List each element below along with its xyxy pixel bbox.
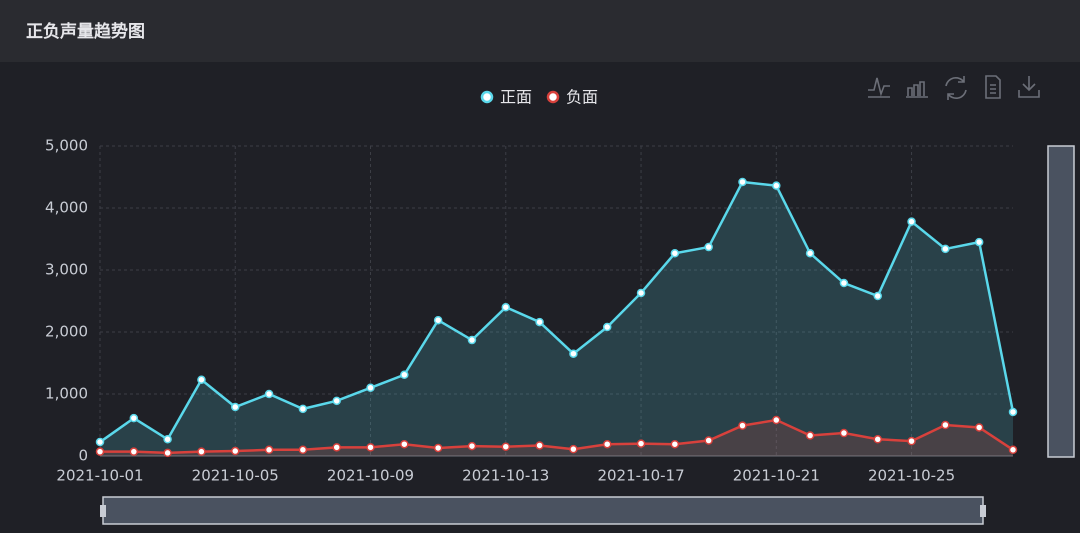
point [873, 291, 882, 301]
y-tick-label: 2,000 [45, 323, 88, 341]
bar-icon[interactable] [906, 81, 928, 98]
point [231, 446, 240, 456]
point [298, 404, 308, 414]
point [772, 181, 781, 190]
point [197, 447, 206, 456]
panel-title: 正负声量趋势图 [26, 21, 145, 42]
point [231, 402, 240, 412]
legend: 正面 负面 [480, 88, 598, 107]
download-icon[interactable] [1018, 76, 1040, 98]
legend-icon [480, 90, 494, 104]
y-tick-label: 5,000 [45, 137, 88, 155]
point [569, 349, 578, 358]
point [298, 445, 308, 455]
x-tick-label: 2021-10-21 [733, 467, 820, 485]
point [941, 420, 950, 430]
point [1008, 407, 1018, 417]
point [400, 370, 409, 380]
y-tick-label: 1,000 [45, 385, 88, 403]
y-tick-label: 0 [78, 447, 88, 465]
point [974, 423, 984, 432]
point [535, 441, 544, 450]
area [100, 420, 1013, 456]
y-tick-label: 4,000 [45, 199, 88, 217]
legend-label: 正面 [500, 88, 532, 107]
point [602, 322, 612, 332]
y-tick-label: 3,000 [45, 261, 88, 279]
toolbox[interactable] [868, 75, 1040, 100]
point [772, 415, 781, 425]
point [332, 396, 341, 406]
plot: 0 1,000 2,000 3,000 4,000 5,000 2021-10-01 2021… [45, 137, 1018, 485]
point [163, 435, 172, 444]
point [501, 302, 511, 312]
zoom-handle[interactable] [100, 505, 106, 517]
point [95, 447, 105, 456]
point [839, 278, 849, 288]
x-tick-label: 2021-10-01 [56, 467, 143, 485]
point [467, 335, 477, 345]
point [264, 445, 274, 455]
point [704, 436, 713, 445]
x-tick-label: 2021-10-25 [868, 467, 955, 485]
line-icon[interactable] [868, 77, 890, 98]
point [129, 413, 139, 423]
point [197, 375, 206, 384]
point [400, 439, 409, 449]
point [907, 436, 916, 446]
point [433, 443, 443, 453]
point [602, 439, 612, 449]
line [99, 180, 1015, 444]
point [670, 439, 680, 449]
area [100, 181, 1013, 456]
x-zoom-slider[interactable] [102, 496, 984, 525]
x-tick-label: 2021-10-17 [597, 467, 684, 485]
point [670, 249, 680, 258]
point [805, 431, 815, 440]
point [366, 443, 375, 452]
point [738, 177, 747, 187]
point [264, 389, 274, 399]
legend-icon [546, 90, 560, 104]
data-view-icon[interactable] [985, 75, 1001, 99]
point [974, 237, 984, 247]
point [366, 383, 375, 393]
zoom-handle[interactable] [980, 505, 986, 517]
point [704, 242, 713, 252]
point [636, 439, 646, 448]
point [1008, 445, 1018, 455]
point [839, 428, 849, 438]
restore-icon[interactable] [945, 76, 967, 100]
point [332, 443, 341, 452]
point [636, 288, 646, 298]
point [501, 442, 511, 451]
point [907, 217, 916, 226]
point [433, 315, 443, 325]
legend-label: 负面 [566, 88, 598, 107]
point [129, 447, 139, 456]
point [941, 244, 950, 254]
point [873, 435, 882, 444]
point [95, 437, 105, 447]
point [163, 448, 172, 458]
x-tick-label: 2021-10-13 [462, 467, 549, 485]
point [535, 317, 544, 327]
point [569, 444, 578, 454]
y-zoom-slider[interactable] [1047, 145, 1075, 458]
x-tick-label: 2021-10-05 [192, 467, 279, 485]
line [100, 418, 1014, 455]
point [738, 421, 747, 430]
title-bar [0, 0, 1080, 62]
point [805, 249, 815, 258]
point [467, 441, 477, 451]
x-tick-label: 2021-10-09 [327, 467, 414, 485]
